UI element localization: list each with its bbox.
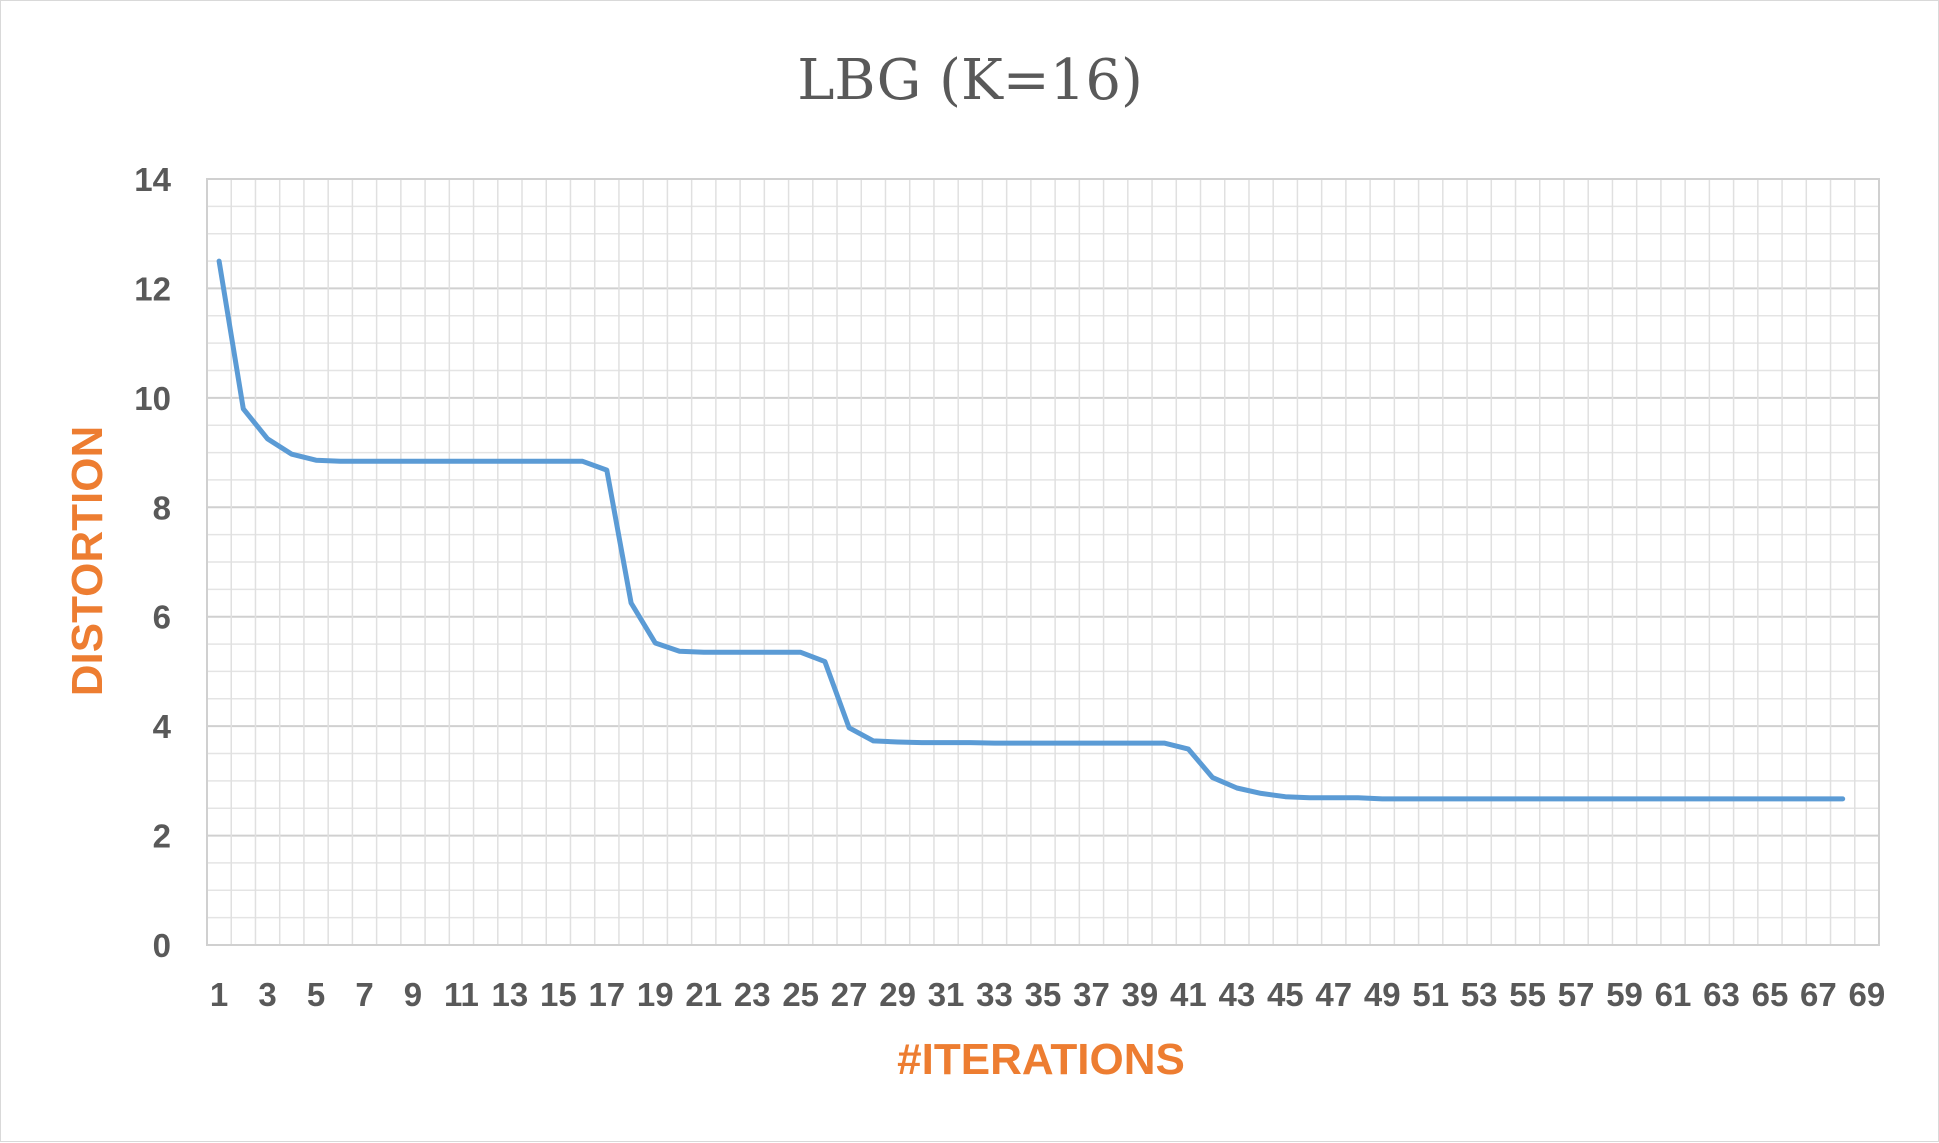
y-tick-label: 4 xyxy=(153,708,172,745)
x-tick-label: 19 xyxy=(637,976,674,1013)
series-group xyxy=(216,258,1846,802)
x-tick-label: 31 xyxy=(928,976,965,1013)
x-tick-label: 61 xyxy=(1655,976,1692,1013)
y-tick-label: 8 xyxy=(153,489,171,526)
y-tick-label: 0 xyxy=(153,927,171,964)
x-tick-label: 57 xyxy=(1558,976,1595,1013)
y-tick-label: 6 xyxy=(153,599,171,636)
x-tick-label: 53 xyxy=(1461,976,1498,1013)
x-tick-label: 63 xyxy=(1703,976,1740,1013)
x-tick-label: 33 xyxy=(976,976,1013,1013)
y-axis-title: DISTORTION xyxy=(63,426,112,697)
y-tick-label: 14 xyxy=(134,161,171,198)
x-tick-label: 47 xyxy=(1315,976,1352,1013)
y-tick-label: 2 xyxy=(153,818,171,855)
y-tick-label: 10 xyxy=(134,380,171,417)
x-tick-label: 51 xyxy=(1412,976,1449,1013)
x-tick-label: 23 xyxy=(734,976,771,1013)
x-tick-label: 7 xyxy=(355,976,373,1013)
x-tick-label: 13 xyxy=(492,976,529,1013)
y-axis-ticks: 0 2 4 6 8 10 12 14 xyxy=(134,161,171,964)
plot-border xyxy=(206,178,1880,946)
grid xyxy=(206,178,1880,946)
x-tick-label: 11 xyxy=(444,976,479,1013)
x-tick-label: 27 xyxy=(831,976,868,1013)
chart-title: LBG (K=16) xyxy=(797,48,1143,113)
x-tick-label: 55 xyxy=(1509,976,1546,1013)
x-tick-label: 35 xyxy=(1025,976,1062,1013)
x-tick-label: 9 xyxy=(404,976,422,1013)
x-tick-label: 25 xyxy=(782,976,819,1013)
x-tick-label: 17 xyxy=(588,976,625,1013)
x-tick-label: 49 xyxy=(1364,976,1401,1013)
x-tick-label: 69 xyxy=(1849,976,1886,1013)
x-tick-label: 41 xyxy=(1170,976,1207,1013)
x-tick-label: 37 xyxy=(1073,976,1110,1013)
y-tick-label: 12 xyxy=(134,270,171,307)
x-axis-ticks: 1 3 5 7 9 11 13 15 17 19 21 23 25 27 29 31 33 35 37 39 41 43 4… xyxy=(210,976,1885,1013)
x-tick-label: 43 xyxy=(1218,976,1255,1013)
x-tick-label: 39 xyxy=(1122,976,1159,1013)
x-tick-label: 67 xyxy=(1800,976,1837,1013)
x-tick-label: 15 xyxy=(540,976,577,1013)
series-line xyxy=(216,258,1846,802)
x-axis-title: #ITERATIONS xyxy=(897,1035,1185,1084)
x-tick-label: 21 xyxy=(685,976,722,1013)
x-tick-label: 45 xyxy=(1267,976,1304,1013)
x-tick-label: 3 xyxy=(258,976,276,1013)
x-tick-label: 29 xyxy=(879,976,916,1013)
x-tick-label: 5 xyxy=(307,976,325,1013)
x-tick-label: 1 xyxy=(210,976,228,1013)
x-tick-label: 59 xyxy=(1606,976,1643,1013)
x-tick-label: 65 xyxy=(1752,976,1789,1013)
